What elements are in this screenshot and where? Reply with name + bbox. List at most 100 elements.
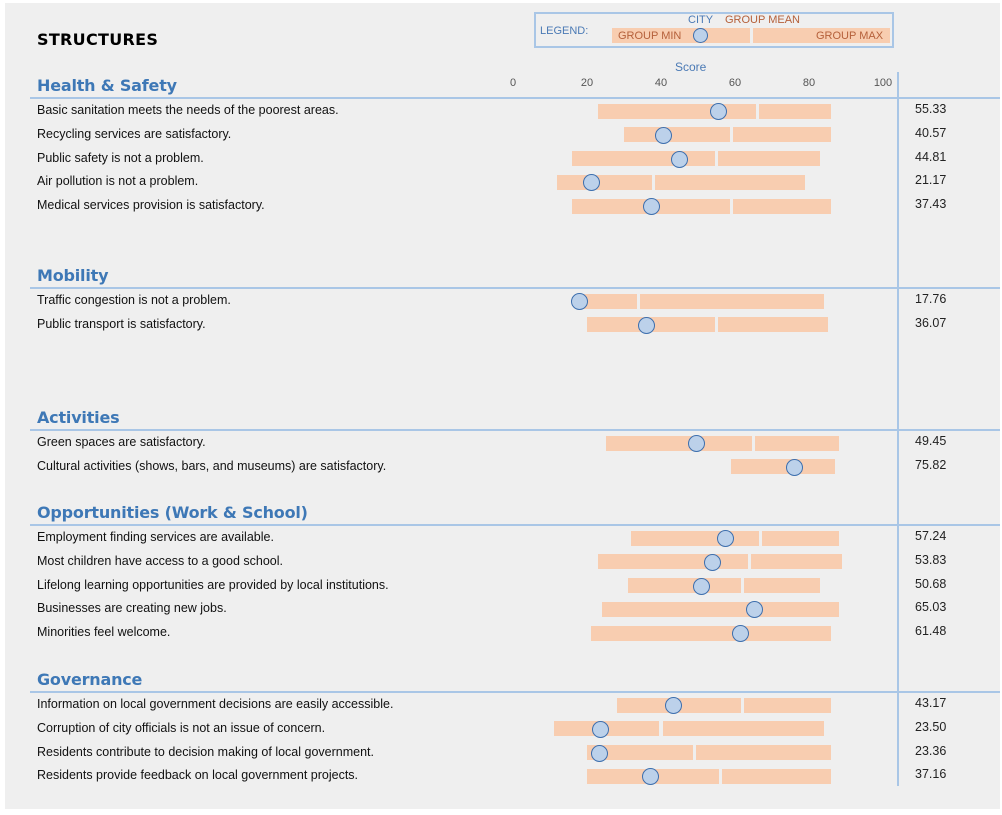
group-max-bar xyxy=(743,697,832,713)
row-label: Residents provide feedback on local gove… xyxy=(37,768,359,783)
legend-group-min: GROUP MIN xyxy=(618,30,682,42)
group-max-bar xyxy=(731,459,835,475)
row-label: Green spaces are satisfactory. xyxy=(37,435,206,449)
section-title: Activities xyxy=(37,408,120,427)
section-title: Mobility xyxy=(37,266,109,285)
x-tick-label: 100 xyxy=(873,77,893,89)
row-value: 40.57 xyxy=(915,125,947,140)
row-value: 17.76 xyxy=(915,292,947,306)
section-rule xyxy=(30,97,1000,99)
row-label: Cultural activities (shows, bars, and mu… xyxy=(37,458,387,473)
city-marker xyxy=(692,577,710,595)
group-max-bar xyxy=(743,578,821,594)
section-rule xyxy=(30,691,1000,693)
row-value: 23.36 xyxy=(915,743,947,758)
group-max-bar xyxy=(601,601,839,617)
row-label: Minorities feel welcome. xyxy=(37,625,171,640)
row-value: 75.82 xyxy=(915,457,947,472)
row-value: 55.33 xyxy=(915,102,947,116)
legend: LEGEND: CITY GROUP MEAN GROUP MIN GROUP … xyxy=(534,12,894,48)
group-max-bar xyxy=(751,554,843,570)
city-marker xyxy=(785,458,803,476)
group-max-bar xyxy=(755,435,839,451)
city-marker xyxy=(570,293,588,310)
group-min-bar xyxy=(624,127,730,143)
row-value: 43.17 xyxy=(915,696,947,710)
row-value: 37.43 xyxy=(915,197,947,212)
group-min-bar xyxy=(587,745,693,761)
group-max-bar xyxy=(732,198,832,214)
chart-panel xyxy=(5,3,1000,809)
group-max-bar xyxy=(732,127,832,143)
city-marker xyxy=(583,174,601,192)
x-tick-label: 20 xyxy=(580,77,594,89)
legend-max-bar xyxy=(753,28,890,43)
group-max-bar xyxy=(695,745,832,761)
section-rule xyxy=(30,429,1000,431)
group-max-bar xyxy=(762,530,839,546)
city-marker xyxy=(591,720,609,738)
x-tick-label: 60 xyxy=(728,77,742,89)
legend-min-bar xyxy=(612,28,750,43)
row-value: 37.16 xyxy=(915,767,947,782)
city-marker xyxy=(704,553,722,571)
legend-group-max: GROUP MAX xyxy=(816,30,884,42)
row-label: Medical services provision is satisfacto… xyxy=(37,198,265,213)
row-value: 61.48 xyxy=(915,624,947,639)
row-value: 50.68 xyxy=(915,576,947,591)
city-marker xyxy=(732,625,750,643)
group-max-bar xyxy=(655,174,806,190)
section-rule xyxy=(30,287,1000,289)
row-label: Traffic congestion is not a problem. xyxy=(37,293,231,307)
row-label: Lifelong learning opportunities are prov… xyxy=(37,577,389,592)
group-min-bar xyxy=(575,293,638,309)
row-label: Residents contribute to decision making … xyxy=(37,744,374,759)
row-label: Corruption of city officials is not an i… xyxy=(37,720,326,735)
city-marker xyxy=(687,435,705,452)
city-marker xyxy=(745,601,763,619)
x-tick-label: 0 xyxy=(509,77,517,89)
group-max-bar xyxy=(721,768,832,784)
city-marker xyxy=(670,150,688,168)
group-min-bar xyxy=(557,174,653,190)
row-value: 23.50 xyxy=(915,719,947,734)
city-marker xyxy=(655,126,673,144)
section-title: Governance xyxy=(37,670,143,689)
row-value: 65.03 xyxy=(915,600,947,615)
group-max-bar xyxy=(718,151,821,167)
section-rule xyxy=(30,524,1000,526)
legend-city: CITY xyxy=(688,14,714,26)
row-value: 21.17 xyxy=(915,173,947,188)
group-max-bar xyxy=(718,317,828,333)
city-marker xyxy=(709,103,727,120)
row-value: 44.81 xyxy=(915,149,947,164)
row-label: Public safety is not a problem. xyxy=(37,150,204,165)
row-label: Businesses are creating new jobs. xyxy=(37,601,227,616)
city-marker xyxy=(642,768,660,786)
row-label: Employment finding services are availabl… xyxy=(37,530,274,544)
group-min-bar xyxy=(631,530,760,546)
row-label: Most children have access to a good scho… xyxy=(37,553,283,568)
group-max-bar xyxy=(662,721,824,737)
city-marker xyxy=(643,198,661,216)
legend-city-marker xyxy=(693,28,708,43)
city-marker xyxy=(638,316,656,334)
group-max-bar xyxy=(758,103,832,119)
row-label: Basic sanitation meets the needs of the … xyxy=(37,103,339,117)
group-min-bar xyxy=(605,435,752,451)
city-marker xyxy=(664,697,682,714)
page-title: STRUCTURES xyxy=(37,30,159,49)
group-max-bar xyxy=(590,625,832,641)
x-tick-label: 80 xyxy=(802,77,816,89)
row-label: Recycling services are satisfactory. xyxy=(37,126,232,141)
group-min-bar xyxy=(598,103,756,119)
group-max-bar xyxy=(640,293,824,309)
x-tick-label: 40 xyxy=(654,77,668,89)
x-axis-title: Score xyxy=(675,60,707,74)
row-value: 57.24 xyxy=(915,529,947,543)
city-marker xyxy=(591,744,609,762)
row-label: Public transport is satisfactory. xyxy=(37,316,206,331)
row-label: Information on local government decision… xyxy=(37,697,394,711)
row-value: 49.45 xyxy=(915,434,947,448)
group-min-bar xyxy=(598,554,749,570)
